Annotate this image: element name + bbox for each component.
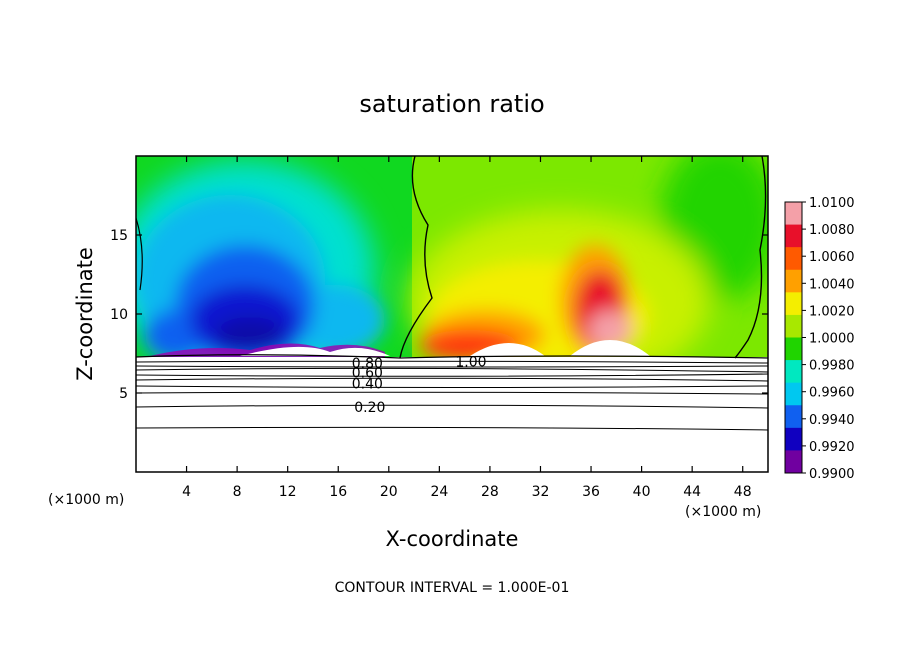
colorbar-swatch [785, 224, 802, 248]
colorbar-swatch [785, 337, 802, 361]
contour-label: 0.60 [352, 365, 383, 381]
contour-one-right [734, 156, 767, 359]
contour-label: 1.00 [455, 354, 486, 370]
x-tick-label: 20 [380, 484, 398, 500]
colorbar-tick-label: 0.9980 [809, 359, 855, 374]
white-bump-right [570, 340, 650, 356]
boundary-line [136, 354, 768, 359]
contour-label: 0.40 [352, 377, 383, 393]
y-axis-title: Z-coordinate [73, 247, 97, 381]
y-axis: 5 10 15 [110, 228, 768, 402]
chart-title: saturation ratio [359, 90, 544, 118]
y-tick-label: 15 [110, 228, 128, 244]
colorbar-tick-label: 0.9920 [809, 440, 855, 455]
contour-lines [136, 360, 768, 431]
x-unit-label-left: (×1000 m) [48, 492, 124, 508]
stable-layer [136, 357, 768, 472]
colorbar: 1.0100 1.0080 1.0060 1.0040 1.0020 1.0000 0.99… [784, 196, 855, 482]
colorbar-swatch [785, 382, 802, 406]
x-tick-label: 28 [481, 484, 499, 500]
white-bump-mid [470, 343, 545, 356]
colorbar-swatch [785, 202, 802, 226]
colorbar-swatch [785, 269, 802, 293]
y-tick-label: 10 [110, 307, 128, 323]
x-unit-label-right: (×1000 m) [685, 504, 761, 520]
contour-one-edge-left [136, 217, 143, 291]
colorbar-swatch [785, 427, 802, 451]
x-tick-label: 32 [532, 484, 550, 500]
x-tick-label: 48 [734, 484, 752, 500]
region-pink [588, 310, 632, 350]
colorbar-tick-label: 1.0060 [809, 250, 855, 265]
contour-labels: 0.20 0.400.600.80 1.00 [352, 354, 487, 416]
colorbar-tick-label: 0.9960 [809, 386, 855, 401]
colorbar-swatch [785, 314, 802, 338]
x-tick-label: 16 [329, 484, 347, 500]
colorbar-tick-label: 1.0080 [809, 223, 855, 238]
colorbar-swatch [785, 450, 802, 474]
x-tick-label: 44 [683, 484, 701, 500]
y-tick-label: 5 [119, 386, 128, 402]
colorbar-swatch [785, 292, 802, 316]
colorbar-swatch [785, 360, 802, 384]
colorbar-tick-label: 1.0100 [809, 196, 855, 211]
colorbar-swatch [785, 405, 802, 429]
x-tick-label: 12 [279, 484, 297, 500]
contour-label: 0.20 [354, 400, 385, 416]
x-tick-label: 4 [182, 484, 191, 500]
x-tick-label: 8 [233, 484, 242, 500]
contour-interval: CONTOUR INTERVAL = 1.000E-01 [335, 580, 570, 596]
region-blue-b [145, 310, 205, 360]
x-axis: 4 8 12 16 20 24 28 32 36 40 44 48 [182, 156, 752, 500]
region-navy [215, 317, 285, 353]
white-bump-left [240, 346, 390, 356]
saturation-field [136, 156, 768, 472]
x-tick-label: 36 [582, 484, 600, 500]
colorbar-swatch [785, 247, 802, 271]
x-axis-title: X-coordinate [386, 527, 519, 551]
x-tick-label: 24 [430, 484, 448, 500]
contour-label: 0.80 [352, 356, 383, 372]
x-tick-label: 40 [633, 484, 651, 500]
colorbar-tick-label: 0.9900 [809, 467, 855, 482]
colorbar-tick-label: 1.0040 [809, 277, 855, 292]
colorbar-tick-label: 1.0020 [809, 304, 855, 319]
contour-one-left [399, 156, 433, 359]
colorbar-tick-label: 1.0000 [809, 332, 855, 347]
colorbar-tick-label: 0.9940 [809, 413, 855, 428]
